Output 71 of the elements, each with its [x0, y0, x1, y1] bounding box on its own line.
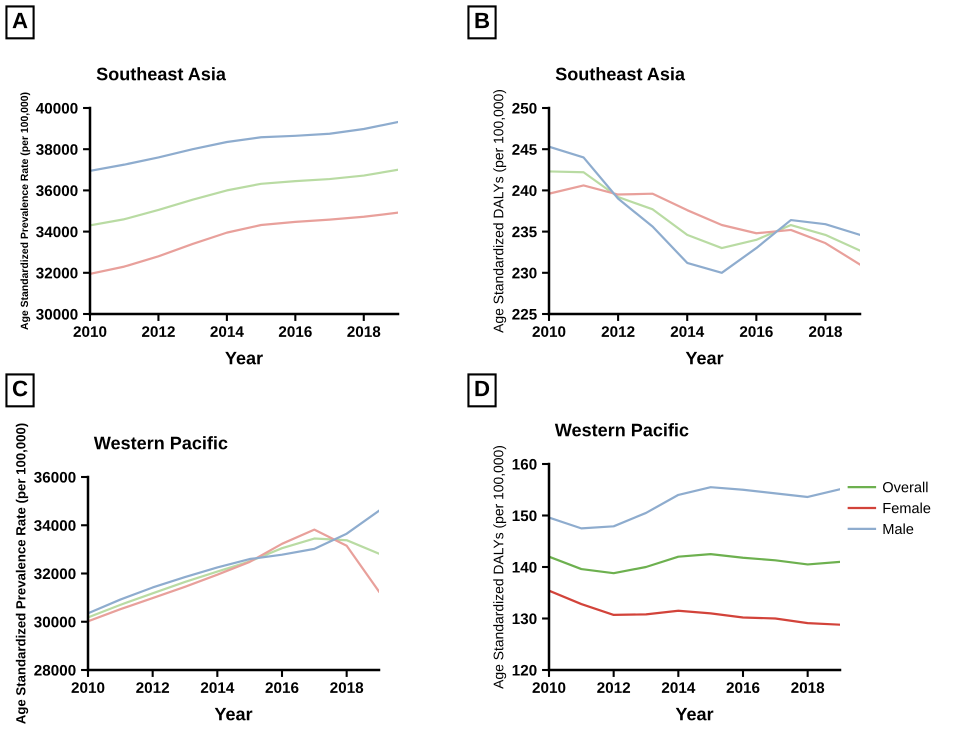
y-tick-label: 36000: [34, 472, 76, 483]
legend-label: Male: [883, 523, 914, 534]
x-tick-label: 2014: [200, 682, 234, 694]
y-tick-label: 240: [512, 185, 537, 196]
legend-label: Female: [883, 502, 930, 514]
y-tick-label: 235: [512, 226, 537, 238]
y-tick-label: 160: [512, 458, 537, 470]
line-series: [549, 553, 840, 574]
text: C: [12, 380, 28, 396]
y-tick-label: 32000: [34, 568, 76, 580]
x-tick-label: 2010: [72, 682, 104, 694]
x-tick-label: 2016: [266, 682, 298, 694]
line-series: [549, 184, 860, 266]
x-axis-title: Year: [676, 708, 714, 720]
y-axis-title: Age Standardized Prevalence Rate (per 100,000): [16, 423, 28, 724]
y-tick-label: 230: [512, 268, 537, 279]
x-tick-label: 2018: [791, 682, 824, 694]
y-tick-label: 245: [512, 144, 537, 155]
line-series: [549, 590, 840, 626]
y-tick-label: 150: [512, 510, 537, 522]
x-axis-title: Year: [214, 708, 252, 720]
y-axis-title: Age Standardized DALYs (per 100,000): [493, 446, 506, 689]
x-tick-label: 2010: [532, 682, 566, 694]
y-tick-label: 32000: [36, 268, 78, 279]
chart-title: Southeast Asia: [96, 67, 226, 80]
y-tick-label: 34000: [34, 520, 76, 531]
x-tick-label: 2018: [347, 326, 380, 338]
x-tick-label: 2016: [726, 682, 760, 694]
y-tick-label: 28000: [34, 664, 76, 676]
x-tick-label: 2010: [532, 326, 566, 338]
y-tick-label: 130: [512, 613, 537, 624]
legend-label: Overall: [882, 482, 928, 492]
y-tick-label: 30000: [36, 308, 78, 320]
y-axis-title: Age Standardized Prevalence Rate (per 100,000): [20, 92, 30, 330]
line-series: [549, 486, 840, 530]
x-tick-label: 2012: [597, 682, 630, 694]
chart-title: Western Pacific: [554, 423, 688, 436]
x-tick-label: 2010: [74, 326, 106, 338]
text: D: [475, 380, 490, 396]
x-tick-label: 2012: [136, 682, 170, 694]
x-tick-label: 2014: [210, 326, 244, 338]
line-series: [90, 120, 398, 172]
y-tick-label: 40000: [36, 102, 78, 114]
x-tick-label: 2018: [330, 682, 364, 694]
chart-title: Western Pacific: [94, 436, 228, 450]
x-tick-label: 2014: [670, 326, 704, 338]
line-series: [90, 212, 398, 275]
y-tick-label: 30000: [34, 616, 76, 628]
y-axis-title: Age Standardized DALYs (per 100,000): [493, 90, 506, 333]
x-tick-label: 2012: [602, 326, 634, 338]
x-tick-label: 2016: [740, 326, 773, 338]
x-axis-title: Year: [225, 352, 263, 364]
chart-title: Southeast Asia: [556, 67, 686, 80]
y-tick-label: 120: [512, 664, 537, 676]
y-tick-label: 225: [512, 308, 537, 320]
x-tick-label: 2018: [808, 326, 842, 338]
x-tick-label: 2012: [142, 326, 175, 338]
line-series: [549, 170, 860, 252]
x-tick-label: 2016: [278, 326, 312, 338]
x-tick-label: 2014: [662, 682, 696, 694]
line-series: [90, 168, 398, 227]
y-tick-label: 250: [512, 102, 537, 114]
line-series: [88, 510, 379, 614]
y-tick-label: 140: [512, 562, 537, 573]
y-tick-label: 38000: [36, 144, 78, 155]
text: A: [12, 12, 28, 28]
line-series: [549, 146, 860, 274]
y-tick-label: 34000: [36, 226, 78, 238]
text: B: [475, 12, 490, 28]
x-axis-title: Year: [686, 352, 724, 364]
y-tick-label: 36000: [36, 185, 78, 196]
